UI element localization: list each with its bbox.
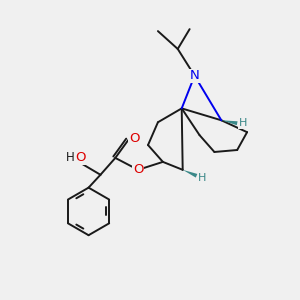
Polygon shape xyxy=(221,120,238,125)
Text: H: H xyxy=(198,173,207,183)
Text: H: H xyxy=(66,152,75,164)
Text: O: O xyxy=(133,163,143,176)
Polygon shape xyxy=(183,170,197,178)
Text: O: O xyxy=(129,132,140,145)
Text: N: N xyxy=(190,69,200,82)
Text: H: H xyxy=(239,118,247,128)
Text: O: O xyxy=(75,152,86,164)
